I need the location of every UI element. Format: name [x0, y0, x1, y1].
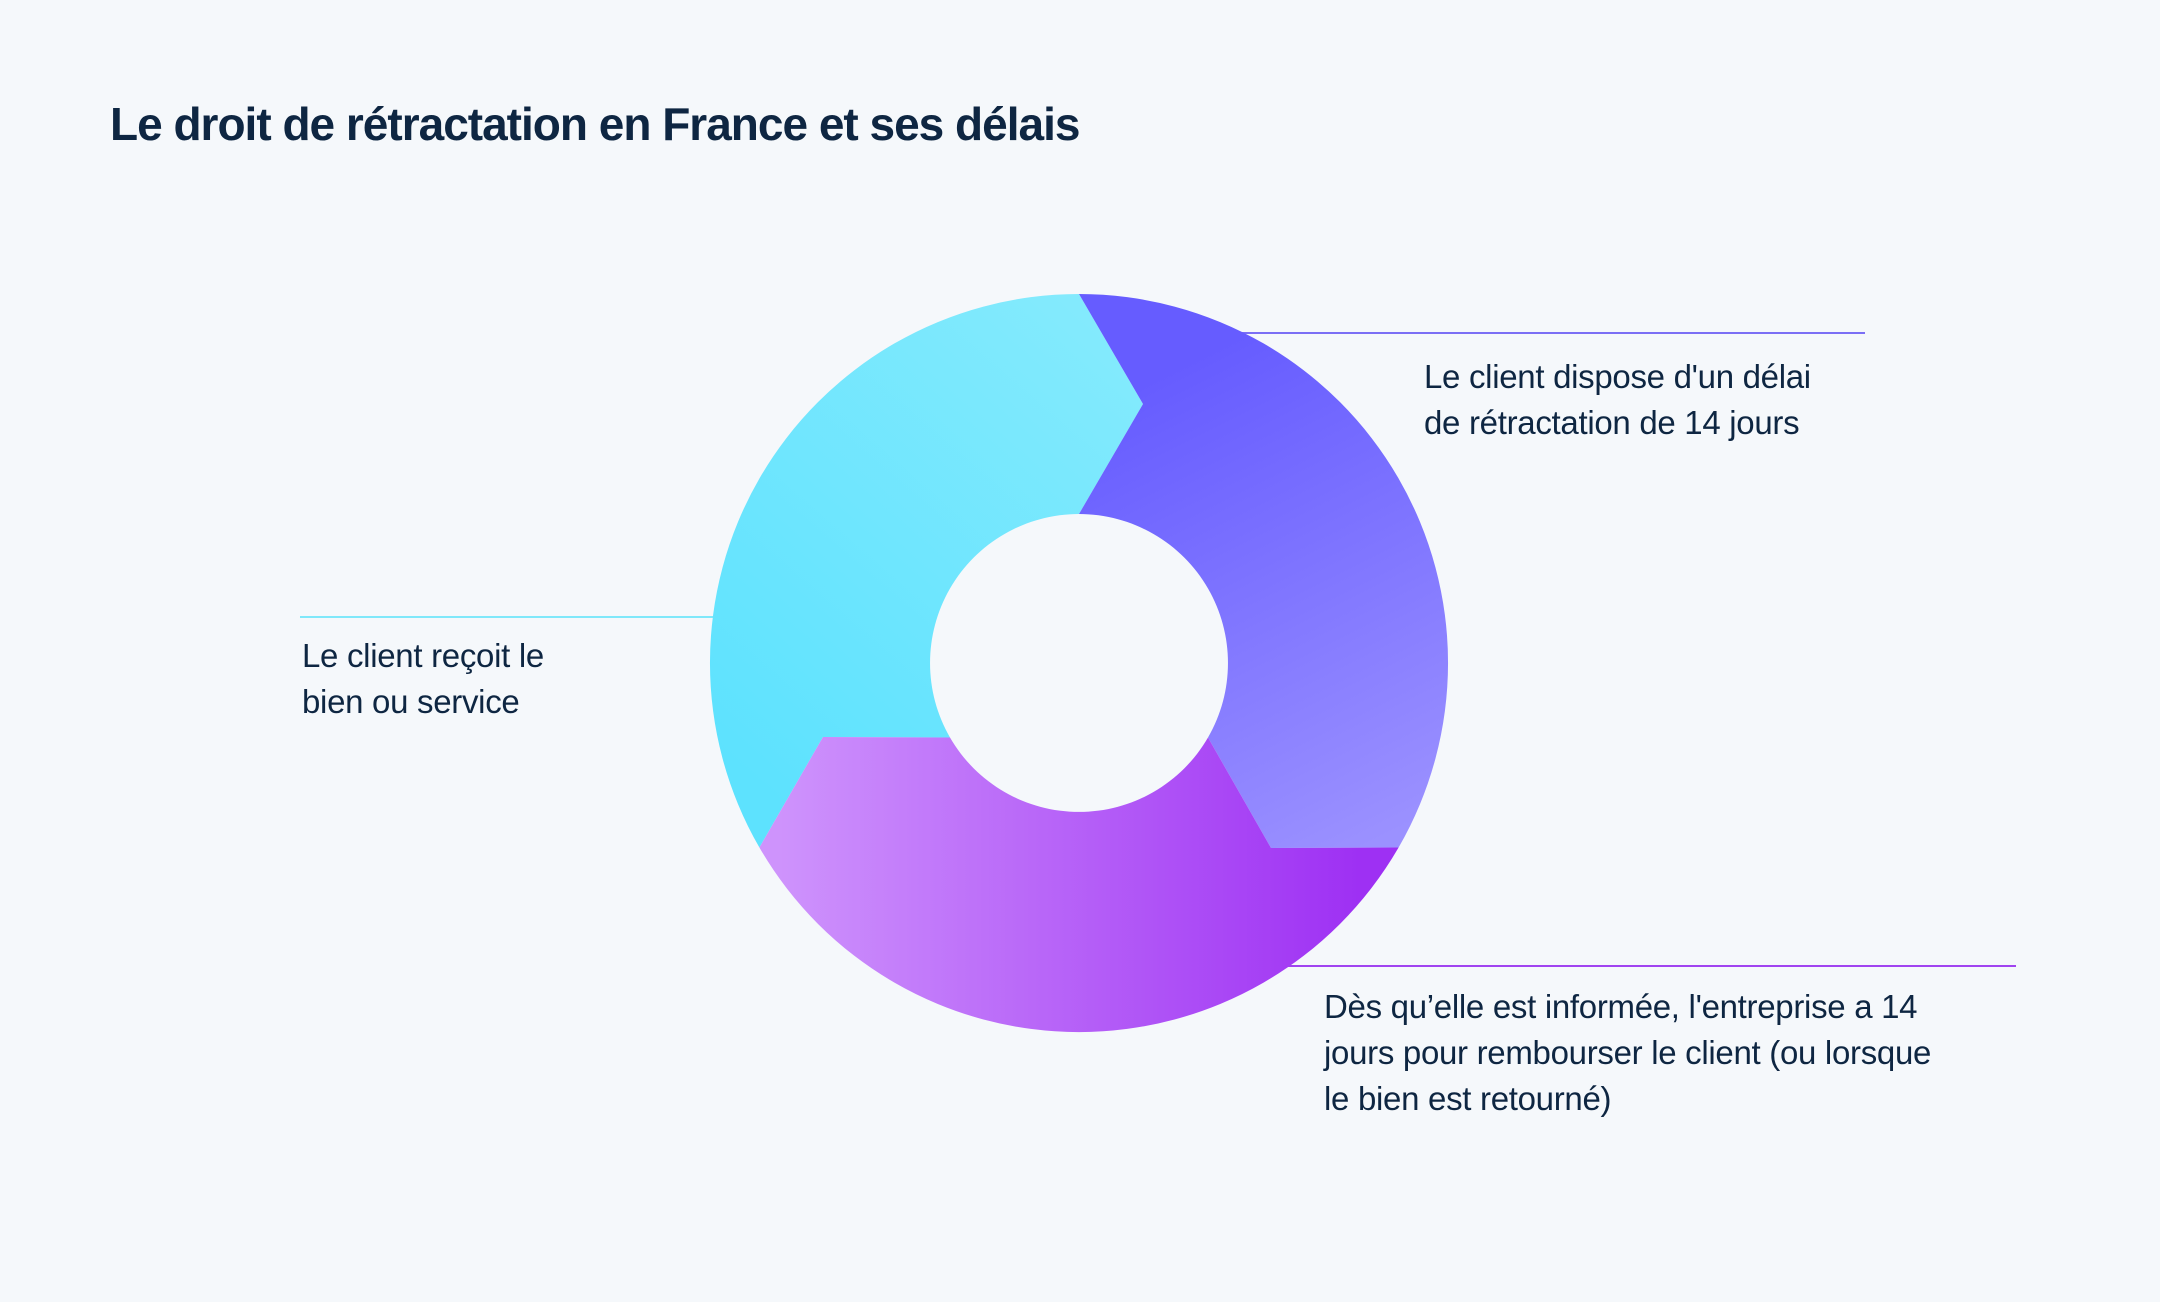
segment-receive — [709, 294, 1143, 848]
segment-refund — [759, 737, 1399, 1033]
step-label-line: jours pour rembourser le client (ou lors… — [1324, 1034, 1932, 1071]
step-label-line: de rétractation de 14 jours — [1424, 404, 1800, 441]
step-label-line: Dès qu’elle est informée, l'entreprise a… — [1324, 988, 1918, 1025]
step-label-receive: Le client reçoit le bien ou service — [302, 633, 544, 725]
step-label-refund: Dès qu’elle est informée, l'entreprise a… — [1324, 984, 1931, 1122]
step-label-line: le bien est retourné) — [1324, 1080, 1612, 1117]
step-label-line: Le client reçoit le — [302, 637, 544, 674]
segment-retract — [1079, 294, 1449, 848]
step-label-line: bien ou service — [302, 683, 520, 720]
page-title: Le droit de rétractation en France et se… — [110, 98, 1080, 150]
step-label-retract: Le client dispose d'un délai de rétracta… — [1424, 354, 1811, 446]
step-label-line: Le client dispose d'un délai — [1424, 358, 1811, 395]
